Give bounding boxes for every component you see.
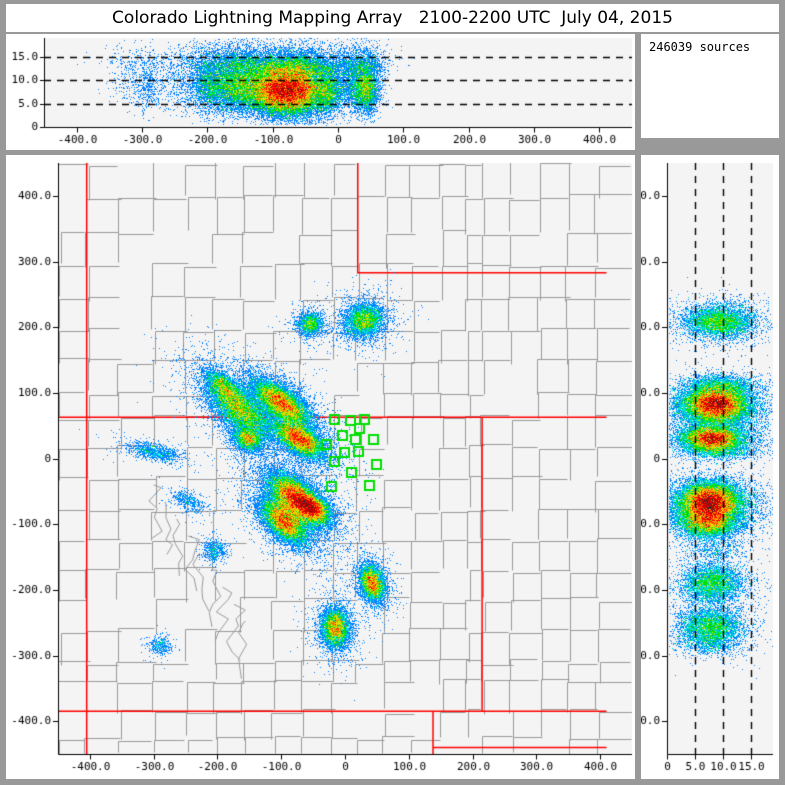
page-title: Colorado Lightning Mapping Array 2100-22… — [112, 8, 673, 28]
plan-view-map-canvas — [6, 155, 635, 779]
altitude-vs-north-south-canvas — [641, 155, 779, 779]
figure-title-bar: Colorado Lightning Mapping Array 2100-22… — [6, 4, 779, 32]
right-panel-frame — [641, 155, 779, 779]
source-count-box: 246039 sources — [641, 34, 779, 138]
top-panel-frame — [6, 34, 635, 150]
source-count-label: 246039 sources — [649, 40, 751, 54]
altitude-vs-east-west-canvas — [6, 34, 635, 150]
main-map-frame — [6, 155, 635, 779]
